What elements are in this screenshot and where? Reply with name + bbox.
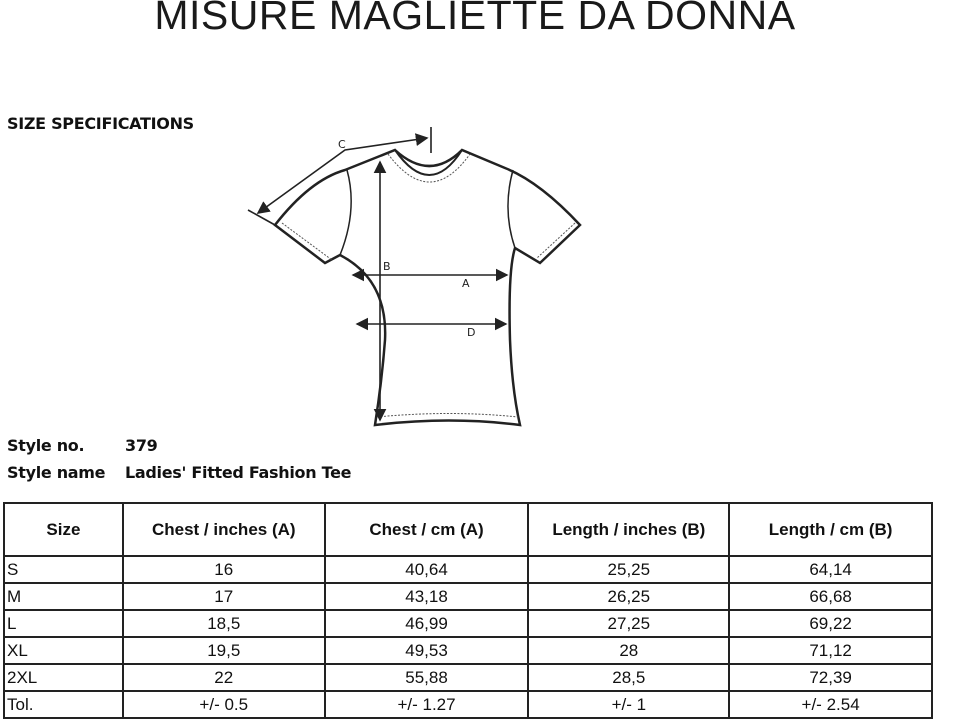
- header-size: Size: [3, 502, 124, 557]
- value-cell: +/- 2.54: [728, 690, 933, 719]
- value-cell: 71,12: [728, 636, 933, 665]
- table-row: L 18,5 46,99 27,25 69,22: [3, 609, 933, 638]
- value-cell: 19,5: [121, 636, 326, 665]
- size-table: Size Chest / inches (A) Chest / cm (A) L…: [3, 502, 933, 719]
- tshirt-outline: [273, 148, 582, 427]
- dimension-c: [256, 133, 429, 214]
- tshirt-diagram: B A C D: [247, 127, 582, 427]
- label-a: A: [462, 277, 470, 290]
- value-cell: 49,53: [323, 636, 530, 665]
- header-length-inches: Length / inches (B): [527, 502, 731, 557]
- value-cell: 22: [121, 663, 326, 692]
- style-name-value: Ladies' Fitted Fashion Tee: [125, 463, 352, 482]
- value-cell: 64,14: [728, 555, 933, 584]
- value-cell: 72,39: [728, 663, 933, 692]
- header-chest-cm: Chest / cm (A): [323, 502, 530, 557]
- value-cell: 46,99: [323, 609, 530, 638]
- value-cell: 27,25: [527, 609, 731, 638]
- section-heading: SIZE SPECIFICATIONS: [7, 114, 194, 133]
- value-cell: +/- 1.27: [323, 690, 530, 719]
- style-no-label: Style no.: [7, 436, 85, 455]
- value-cell: 17: [121, 582, 326, 611]
- size-cell: S: [3, 555, 124, 584]
- value-cell: +/- 1: [527, 690, 731, 719]
- table-row: M 17 43,18 26,25 66,68: [3, 582, 933, 611]
- value-cell: +/- 0.5: [121, 690, 326, 719]
- value-cell: 16: [121, 555, 326, 584]
- style-no-value: 379: [125, 436, 158, 455]
- table-header-row: Size Chest / inches (A) Chest / cm (A) L…: [3, 502, 933, 557]
- page-title: MISURE MAGLIETTE DA DONNA: [154, 0, 796, 38]
- value-cell: 28: [527, 636, 731, 665]
- size-cell: 2XL: [3, 663, 124, 692]
- table-row: XL 19,5 49,53 28 71,12: [3, 636, 933, 665]
- size-cell: XL: [3, 636, 124, 665]
- value-cell: 40,64: [323, 555, 530, 584]
- label-d: D: [467, 326, 475, 339]
- value-cell: 18,5: [121, 609, 326, 638]
- label-b: B: [383, 260, 391, 273]
- size-cell: Tol.: [3, 690, 124, 719]
- value-cell: 43,18: [323, 582, 530, 611]
- header-length-cm: Length / cm (B): [728, 502, 933, 557]
- value-cell: 55,88: [323, 663, 530, 692]
- value-cell: 28,5: [527, 663, 731, 692]
- header-chest-inches: Chest / inches (A): [121, 502, 326, 557]
- table-row: 2XL 22 55,88 28,5 72,39: [3, 663, 933, 692]
- size-cell: L: [3, 609, 124, 638]
- value-cell: 69,22: [728, 609, 933, 638]
- size-cell: M: [3, 582, 124, 611]
- value-cell: 26,25: [527, 582, 731, 611]
- value-cell: 25,25: [527, 555, 731, 584]
- label-c: C: [338, 138, 346, 151]
- table-row: Tol. +/- 0.5 +/- 1.27 +/- 1 +/- 2.54: [3, 690, 933, 719]
- style-name-label: Style name: [7, 463, 106, 482]
- value-cell: 66,68: [728, 582, 933, 611]
- table-row: S 16 40,64 25,25 64,14: [3, 555, 933, 584]
